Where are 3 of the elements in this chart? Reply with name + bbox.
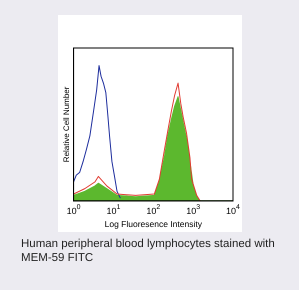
y-axis-title: Relative Cell Number [62,86,72,162]
text: Human peripheral blood lymphocytes stained with MEM-59 FITC [21,237,276,265]
x-axis-title: Log Fluoresence Intensity [104,219,203,230]
